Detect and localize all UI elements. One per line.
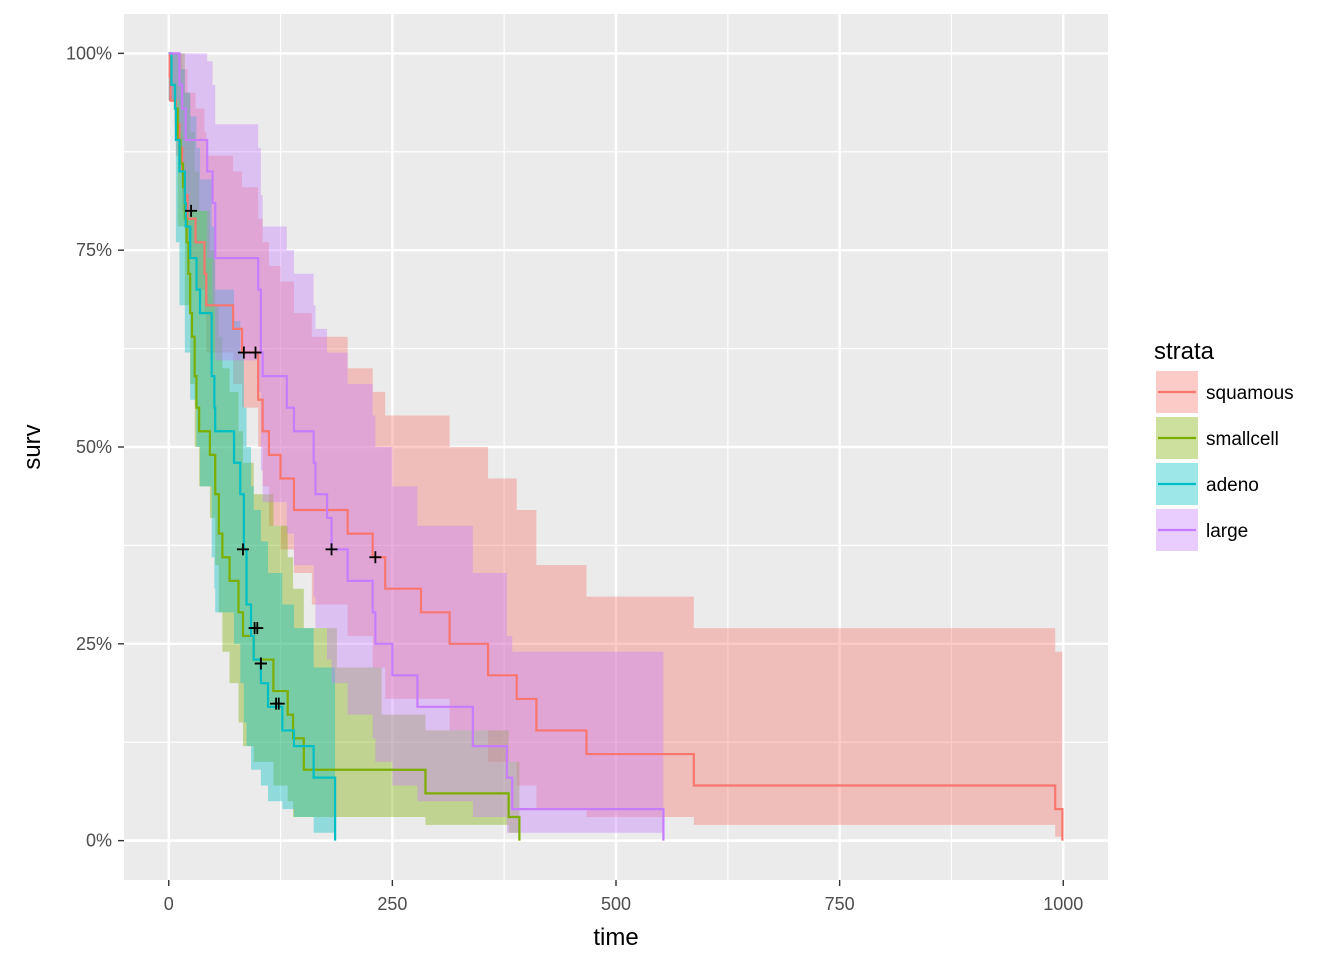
legend-item-squamous: squamous — [1156, 371, 1294, 413]
censor-mark-squamous — [325, 543, 338, 556]
censor-mark-smallcell — [185, 204, 198, 217]
legend-item-large: large — [1156, 509, 1248, 551]
y-tick-label: 25% — [76, 634, 112, 654]
y-tick-label: 100% — [66, 43, 112, 63]
band-smallcell — [168, 53, 520, 833]
legend-label-adeno: adeno — [1206, 475, 1259, 496]
censor-mark-adeno — [248, 622, 261, 635]
survival-curves — [168, 52, 1064, 841]
confidence-bands — [168, 53, 1063, 841]
y-tick-label: 0% — [86, 831, 112, 851]
legend-label-smallcell: smallcell — [1206, 429, 1279, 450]
censor-marks — [185, 204, 382, 710]
x-tick-label: 1000 — [1043, 894, 1083, 914]
legend-label-large: large — [1206, 521, 1248, 542]
x-tick-label: 250 — [377, 894, 407, 914]
y-tick-label: 50% — [76, 437, 112, 457]
y-tick-label: 75% — [76, 240, 112, 260]
censor-mark-adeno — [236, 543, 249, 556]
y-axis-ticks: 0% 25% 50% 75% 100% — [66, 43, 124, 851]
legend-label-squamous: squamous — [1206, 383, 1294, 404]
band-large — [168, 53, 664, 837]
x-axis-title: time — [593, 924, 638, 951]
censor-mark-adeno — [270, 697, 283, 710]
censor-mark-squamous — [237, 346, 250, 359]
line-adeno — [168, 52, 337, 841]
censor-mark-squamous — [249, 346, 262, 359]
line-large — [168, 52, 665, 841]
y-axis-title: surv — [19, 424, 46, 469]
band-squamous — [168, 53, 1063, 837]
x-tick-label: 0 — [164, 894, 174, 914]
band-adeno — [168, 53, 336, 841]
legend: strata squamous smallcell adeno large — [1154, 338, 1294, 551]
legend-title: strata — [1154, 338, 1215, 365]
grid-lines — [124, 14, 1108, 880]
censor-mark-squamous — [369, 551, 382, 564]
x-axis-ticks: 0 250 500 750 1000 — [164, 880, 1083, 914]
legend-item-adeno: adeno — [1156, 463, 1259, 505]
x-tick-label: 750 — [825, 894, 855, 914]
censor-mark-adeno — [254, 657, 267, 670]
legend-item-smallcell: smallcell — [1156, 417, 1279, 459]
x-tick-label: 500 — [601, 894, 631, 914]
